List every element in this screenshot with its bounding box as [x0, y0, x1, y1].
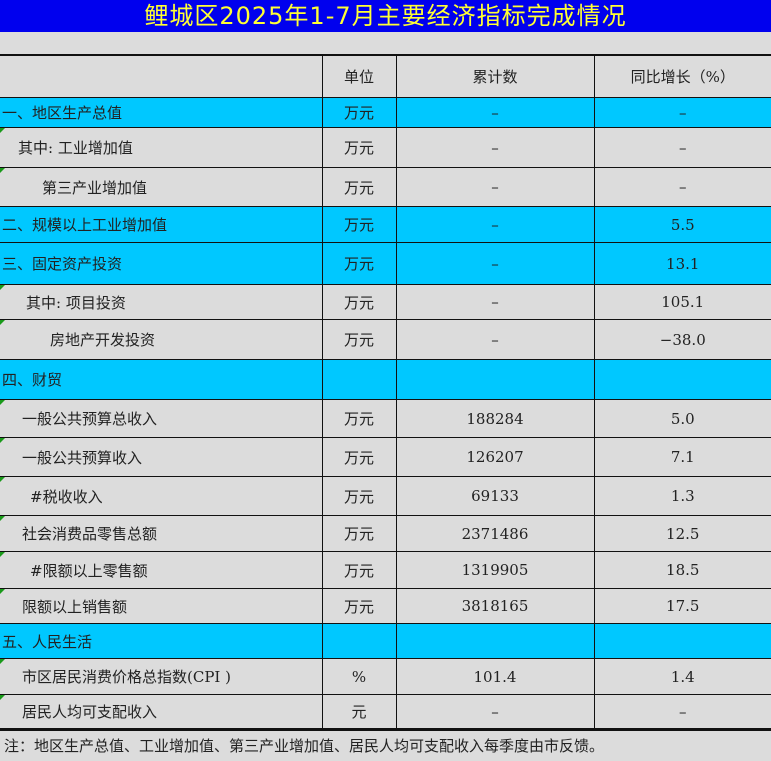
table-row: 其中: 项目投资 万元 –105.1 — [0, 284, 771, 320]
row-cumulative: – — [395, 97, 595, 128]
table-row: 居民人均可支配收入元 – – — [0, 694, 771, 731]
header-cumulative: 累计数 — [395, 54, 595, 98]
row-unit: 万元 — [321, 588, 397, 624]
row-name: 五、人民生活 — [0, 623, 323, 659]
row-yoy: 7.1 — [593, 437, 771, 477]
row-cumulative: 3818165 — [395, 588, 595, 624]
row-yoy: −38.0 — [593, 319, 771, 360]
row-unit: 万元 — [321, 206, 397, 243]
row-cumulative: – — [395, 127, 595, 168]
row-yoy: – — [593, 127, 771, 168]
row-name: 其中: 项目投资 — [0, 284, 323, 320]
row-yoy: 5.0 — [593, 399, 771, 438]
row-name: 四、财贸 — [0, 359, 323, 400]
row-unit: 万元 — [321, 319, 397, 360]
row-unit — [321, 359, 397, 400]
header-yoy: 同比增长（%） — [593, 54, 771, 98]
row-name: 社会消费品零售总额 — [0, 515, 323, 552]
row-cumulative — [395, 359, 595, 400]
row-yoy: 18.5 — [593, 551, 771, 589]
row-cumulative: – — [395, 242, 595, 285]
row-yoy: – — [593, 97, 771, 128]
table-row: 第三产业增加值 万元 – – — [0, 167, 771, 207]
row-cumulative: – — [395, 694, 595, 731]
row-cumulative: – — [395, 206, 595, 243]
table-row: 一、地区生产总值 万元 – – — [0, 97, 771, 128]
table-row: 三、固定资产投资 万元 –13.1 — [0, 242, 771, 285]
row-unit — [321, 623, 397, 659]
row-unit: 万元 — [321, 127, 397, 168]
row-cumulative: 69133 — [395, 476, 595, 516]
row-cumulative: – — [395, 284, 595, 320]
row-yoy — [593, 623, 771, 659]
row-name: 第三产业增加值 — [0, 167, 323, 207]
indicators-table: 单位 累计数 同比增长（%） 一、地区生产总值 万元 – – 其中: 工业增加值 万元 – –… — [0, 54, 771, 731]
row-name: 房地产开发投资 — [0, 319, 323, 360]
row-unit: 元 — [321, 694, 397, 731]
table-row: 五、人民生活 — [0, 623, 771, 659]
row-unit: 万元 — [321, 97, 397, 128]
table-row: 其中: 工业增加值 万元 – – — [0, 127, 771, 168]
row-name: 一般公共预算总收入 — [0, 399, 323, 438]
row-yoy: 1.3 — [593, 476, 771, 516]
row-cumulative: 126207 — [395, 437, 595, 477]
row-unit: 万元 — [321, 399, 397, 438]
row-name: #限额以上零售额 — [0, 551, 323, 589]
row-yoy: 13.1 — [593, 242, 771, 285]
table-row: 一般公共预算总收入 万元 188284 5.0 — [0, 399, 771, 438]
page-title: 鲤城区2025年1-7月主要经济指标完成情况 — [0, 0, 771, 32]
row-cumulative: 188284 — [395, 399, 595, 438]
row-unit: 万元 — [321, 242, 397, 285]
row-unit: 万元 — [321, 476, 397, 516]
table-row: 房地产开发投资 万元 – −38.0 — [0, 319, 771, 360]
row-yoy: 12.5 — [593, 515, 771, 552]
header-unit: 单位 — [321, 54, 397, 98]
row-name: 限额以上销售额 — [0, 588, 323, 624]
footnote: 注：地区生产总值、工业增加值、第三产业增加值、居民人均可支配收入每季度由市反馈。 — [4, 737, 605, 755]
row-cumulative: 101.4 — [395, 658, 595, 695]
row-cumulative: 2371486 — [395, 515, 595, 552]
row-name: 二、规模以上工业增加值 — [0, 206, 323, 243]
row-name: 其中: 工业增加值 — [0, 127, 323, 168]
row-yoy — [593, 359, 771, 400]
table-row: #税收收入 万元 69133 1.3 — [0, 476, 771, 516]
row-cumulative: 1319905 — [395, 551, 595, 589]
table-row: #限额以上零售额 万元 1319905 18.5 — [0, 551, 771, 589]
row-yoy: – — [593, 694, 771, 731]
table-row: 二、规模以上工业增加值 万元 –5.5 — [0, 206, 771, 243]
row-cumulative: – — [395, 167, 595, 207]
row-yoy: 1.4 — [593, 658, 771, 695]
row-unit: 万元 — [321, 515, 397, 552]
row-yoy: – — [593, 167, 771, 207]
row-unit: 万元 — [321, 437, 397, 477]
row-name: 市区居民消费价格总指数(CPI ) — [0, 658, 323, 695]
row-yoy: 105.1 — [593, 284, 771, 320]
row-yoy: 17.5 — [593, 588, 771, 624]
row-name: #税收收入 — [0, 476, 323, 516]
table-row: 市区居民消费价格总指数(CPI )% 101.4 1.4 — [0, 658, 771, 695]
row-name: 居民人均可支配收入 — [0, 694, 323, 731]
row-unit: 万元 — [321, 167, 397, 207]
table-header: 单位 累计数 同比增长（%） — [0, 54, 771, 98]
row-cumulative: – — [395, 319, 595, 360]
table-row: 一般公共预算收入 万元 126207 7.1 — [0, 437, 771, 477]
header-item — [0, 54, 323, 98]
row-unit: % — [321, 658, 397, 695]
table-row: 社会消费品零售总额 万元 2371486 12.5 — [0, 515, 771, 552]
table-row: 四、财贸 — [0, 359, 771, 400]
row-unit: 万元 — [321, 551, 397, 589]
row-name: 一般公共预算收入 — [0, 437, 323, 477]
row-name: 三、固定资产投资 — [0, 242, 323, 285]
row-yoy: 5.5 — [593, 206, 771, 243]
table-row: 限额以上销售额 万元 3818165 17.5 — [0, 588, 771, 624]
row-cumulative — [395, 623, 595, 659]
row-unit: 万元 — [321, 284, 397, 320]
row-name: 一、地区生产总值 — [0, 97, 323, 128]
